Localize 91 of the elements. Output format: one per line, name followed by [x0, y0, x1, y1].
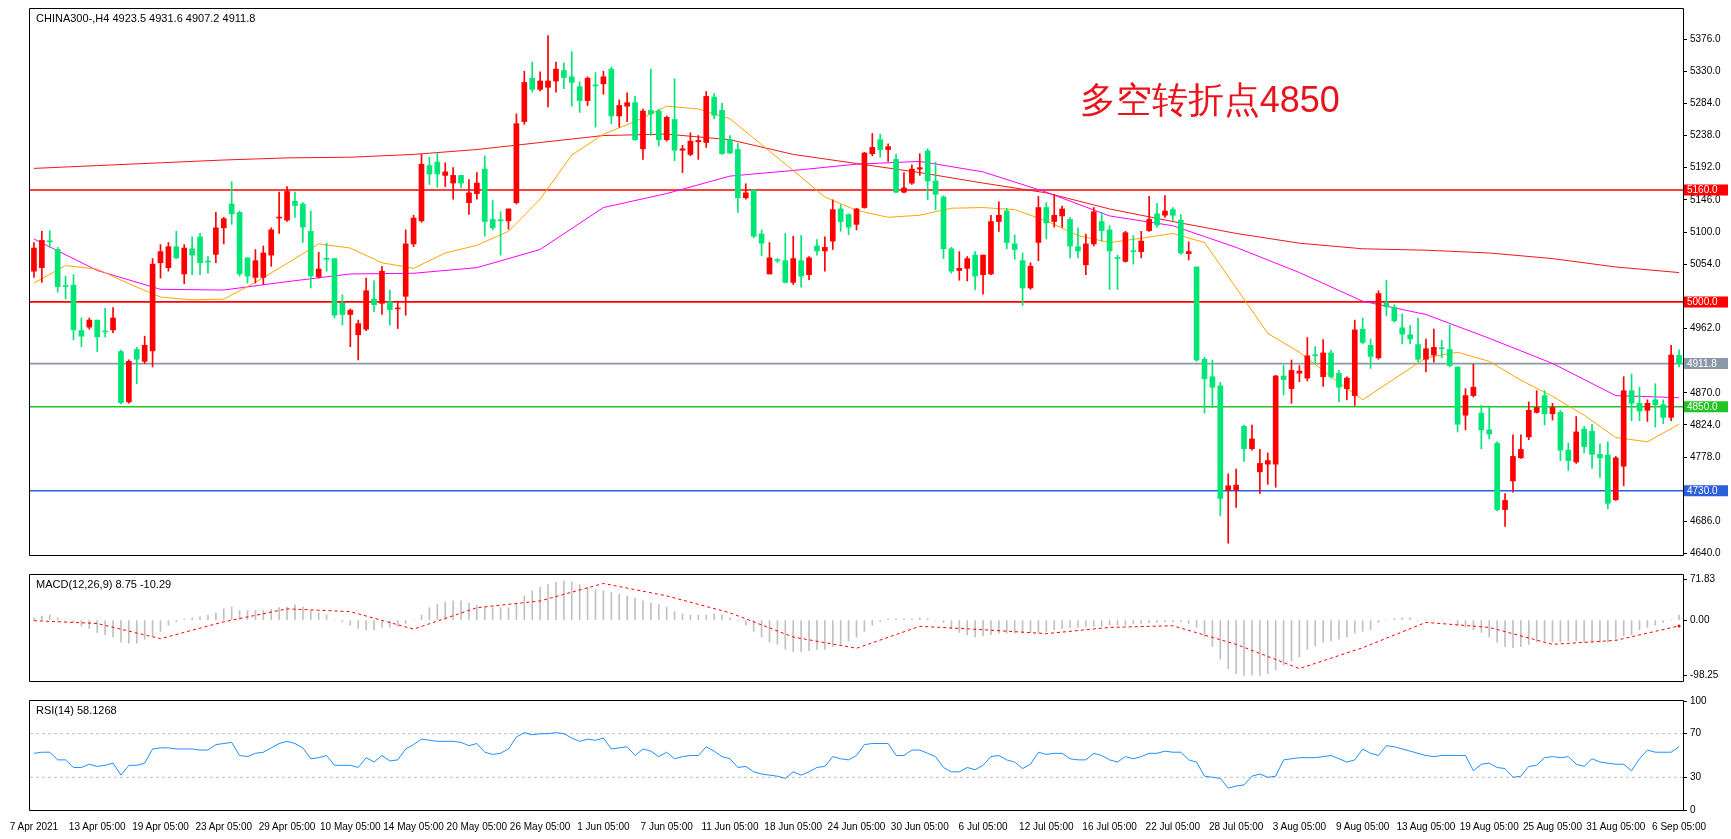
candlestick — [1162, 195, 1168, 218]
y-tick-label: 4962.0 — [1690, 322, 1722, 334]
candlestick — [1011, 234, 1018, 260]
x-tick-label: 10 May 05:00 — [320, 820, 382, 832]
x-tick-label: 25 Aug 05:00 — [1523, 820, 1583, 832]
x-tick-label: 28 Jul 05:00 — [1208, 820, 1264, 832]
x-tick-label: 1 Jun 05:00 — [577, 820, 630, 832]
x-tick-label: 7 Jun 05:00 — [640, 820, 694, 832]
candlestick — [292, 191, 298, 218]
y-tick-label: 5376.0 — [1690, 32, 1722, 44]
candlestick — [1438, 340, 1445, 359]
x-tick-label: 7 Apr 2021 — [9, 820, 59, 832]
y-tick-label: 5192.0 — [1690, 161, 1722, 173]
candlestick — [371, 280, 377, 313]
x-tick-label: 12 Jul 05:00 — [1019, 820, 1074, 832]
ref-line-label: 4730.0 — [1687, 484, 1719, 496]
y-tick-label: 30 — [1690, 771, 1702, 783]
x-tick-label: 26 May 05:00 — [509, 820, 571, 832]
x-tick-label: 29 Apr 05:00 — [258, 820, 316, 832]
chart-title: MACD(12,26,9) 8.75 -10.29 — [36, 578, 172, 591]
candlestick — [347, 308, 354, 347]
y-tick-label: 5238.0 — [1690, 129, 1722, 141]
x-tick-label: 23 Apr 05:00 — [195, 820, 253, 832]
x-tick-label: 9 Aug 05:00 — [1335, 820, 1390, 832]
y-tick-label: -98.25 — [1690, 669, 1719, 681]
chart-title: RSI(14) 58.1268 — [36, 704, 117, 717]
x-tick-label: 16 Jul 05:00 — [1082, 820, 1138, 832]
candlestick — [1130, 235, 1137, 265]
candlestick — [996, 201, 1002, 232]
x-tick-label: 19 Aug 05:00 — [1459, 820, 1520, 832]
y-tick-label: 4640.0 — [1690, 547, 1722, 559]
y-tick-label: 0 — [1690, 803, 1696, 815]
y-tick-label: 4686.0 — [1690, 515, 1722, 527]
ref-line-label: 5160.0 — [1687, 184, 1719, 196]
candlestick — [1264, 452, 1271, 485]
candlestick — [624, 92, 630, 122]
candlestick — [1185, 241, 1192, 261]
x-tick-label: 14 May 05:00 — [383, 820, 445, 832]
x-tick-label: 30 Jun 05:00 — [890, 820, 950, 832]
candlestick — [956, 251, 963, 281]
y-tick-label: 5100.0 — [1690, 225, 1722, 237]
x-tick-label: 11 Jun 05:00 — [701, 820, 759, 832]
candlestick — [1051, 193, 1058, 228]
ref-line-label: 4911.8 — [1687, 357, 1718, 369]
x-tick-label: 13 Apr 05:00 — [68, 820, 127, 832]
candlestick — [1399, 313, 1406, 345]
y-tick-label: 5054.0 — [1690, 257, 1722, 269]
y-tick-label: 0.00 — [1690, 613, 1710, 625]
ref-line-label: 4850.0 — [1687, 401, 1719, 413]
candlestick — [1312, 346, 1319, 364]
candlestick — [1652, 383, 1659, 428]
candlestick — [1407, 325, 1413, 345]
annotation: 多空转折点4850 — [1079, 78, 1340, 120]
candlestick — [228, 181, 235, 225]
y-tick-label: 70 — [1690, 727, 1702, 739]
x-tick-label: 3 Aug 05:00 — [1272, 820, 1327, 832]
candlestick — [545, 35, 551, 108]
candlestick — [885, 143, 891, 162]
x-tick-label: 31 Aug 05:00 — [1586, 820, 1646, 832]
candlestick — [695, 135, 702, 160]
candlestick — [189, 236, 195, 275]
chart-title: CHINA300-,H4 4923.5 4931.6 4907.2 4911.8 — [36, 12, 256, 25]
candlestick — [916, 153, 923, 176]
x-tick-label: 6 Sep 05:00 — [1652, 820, 1707, 832]
candlestick — [1225, 473, 1232, 544]
x-tick-label: 24 Jun 05:00 — [827, 820, 886, 832]
ref-line-label: 5000.0 — [1687, 296, 1719, 308]
y-tick-label: 4870.0 — [1690, 386, 1722, 398]
y-tick-label: 100 — [1690, 694, 1708, 706]
candlestick — [1075, 227, 1081, 259]
x-tick-label: 19 Apr 05:00 — [132, 820, 190, 832]
y-tick-label: 5146.0 — [1690, 193, 1722, 205]
candlestick — [1597, 443, 1603, 478]
candlestick — [1233, 468, 1239, 508]
y-tick-label: 5284.0 — [1690, 97, 1722, 109]
candlestick — [648, 68, 654, 136]
y-tick-label: 4778.0 — [1690, 450, 1722, 462]
candlestick — [442, 162, 449, 187]
candlestick — [1257, 449, 1263, 494]
y-tick-label: 71.83 — [1690, 573, 1716, 585]
y-tick-label: 5330.0 — [1690, 64, 1722, 76]
candlestick — [46, 230, 53, 248]
x-tick-label: 18 Jun 05:00 — [764, 820, 823, 832]
x-tick-label: 13 Aug 05:00 — [1396, 820, 1456, 832]
candlestick — [568, 51, 575, 107]
candlestick — [387, 289, 393, 326]
x-tick-label: 22 Jul 05:00 — [1145, 820, 1201, 832]
x-tick-label: 20 May 05:00 — [446, 820, 508, 832]
x-tick-label: 6 Jul 05:00 — [958, 820, 1008, 832]
y-tick-label: 4824.0 — [1690, 418, 1722, 430]
candlestick — [822, 236, 828, 272]
